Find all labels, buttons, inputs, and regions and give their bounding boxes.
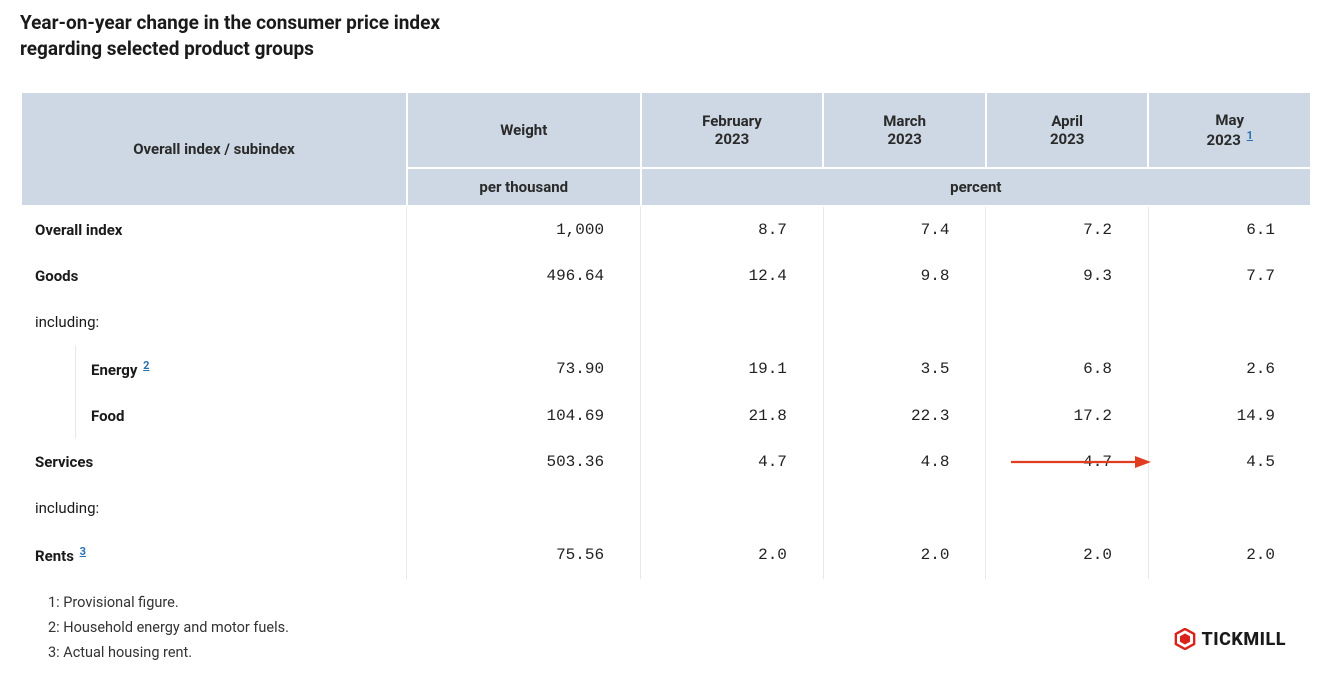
footnote-link-1[interactable]: 1 bbox=[1247, 129, 1253, 142]
cell: 17.2 bbox=[986, 393, 1149, 439]
cell: 3.5 bbox=[823, 345, 986, 393]
header-apr: April2023 bbox=[986, 92, 1149, 168]
arrow-icon bbox=[1011, 455, 1151, 469]
table-row: Rents 3 75.56 2.0 2.0 2.0 2.0 bbox=[21, 531, 1311, 579]
row-label-goods: Goods bbox=[21, 253, 407, 299]
brand-name: TICKMILL bbox=[1202, 629, 1287, 650]
footnote-2: 2: Household energy and motor fuels. bbox=[48, 616, 1312, 641]
cell: 9.8 bbox=[823, 253, 986, 299]
cell: 8.7 bbox=[641, 206, 824, 253]
cell: 7.7 bbox=[1148, 253, 1311, 299]
footnotes: 1: Provisional figure. 2: Household ener… bbox=[20, 591, 1312, 665]
cell: 2.0 bbox=[1148, 531, 1311, 579]
cell: 22.3 bbox=[823, 393, 986, 439]
cell: 496.64 bbox=[407, 253, 641, 299]
cell: 7.4 bbox=[823, 206, 986, 253]
title-line-1: Year-on-year change in the consumer pric… bbox=[20, 11, 440, 34]
cell: 73.90 bbox=[407, 345, 641, 393]
cell: 2.6 bbox=[1148, 345, 1311, 393]
header-index: Overall index / subindex bbox=[21, 92, 407, 206]
tickmill-icon bbox=[1174, 628, 1196, 650]
cell: 503.36 bbox=[407, 439, 641, 485]
cell: 104.69 bbox=[407, 393, 641, 439]
cell: 14.9 bbox=[1148, 393, 1311, 439]
table-row: Food 104.69 21.8 22.3 17.2 14.9 bbox=[21, 393, 1311, 439]
row-label-including: including: bbox=[21, 299, 407, 345]
cell: 1,000 bbox=[407, 206, 641, 253]
row-label-energy: Energy 2 bbox=[21, 345, 407, 393]
cell: 2.0 bbox=[986, 531, 1149, 579]
table-row: Goods 496.64 12.4 9.8 9.3 7.7 bbox=[21, 253, 1311, 299]
footnote-link-3[interactable]: 3 bbox=[80, 545, 86, 558]
table-row: Energy 2 73.90 19.1 3.5 6.8 2.6 bbox=[21, 345, 1311, 393]
row-label-food: Food bbox=[21, 393, 407, 439]
page-title: Year-on-year change in the consumer pric… bbox=[20, 10, 1312, 61]
table-row: including: bbox=[21, 485, 1311, 531]
cell: 75.56 bbox=[407, 531, 641, 579]
footnote-1: 1: Provisional figure. bbox=[48, 591, 1312, 616]
header-mar: March2023 bbox=[823, 92, 986, 168]
row-label-rents: Rents 3 bbox=[21, 531, 407, 579]
cell: 4.8 bbox=[823, 439, 986, 485]
header-per-thousand: per thousand bbox=[407, 168, 641, 206]
cell: 21.8 bbox=[641, 393, 824, 439]
cell: 2.0 bbox=[823, 531, 986, 579]
cell: 4.7 bbox=[641, 439, 824, 485]
cell: 19.1 bbox=[641, 345, 824, 393]
table-row: including: bbox=[21, 299, 1311, 345]
cell: 6.1 bbox=[1148, 206, 1311, 253]
footnote-link-2[interactable]: 2 bbox=[143, 359, 149, 372]
row-label-services: Services bbox=[21, 439, 407, 485]
header-may: May2023 1 bbox=[1148, 92, 1311, 168]
header-weight: Weight bbox=[407, 92, 641, 168]
cell-with-arrow: 4.7 bbox=[986, 439, 1149, 485]
table-row: Overall index 1,000 8.7 7.4 7.2 6.1 bbox=[21, 206, 1311, 253]
cell: 9.3 bbox=[986, 253, 1149, 299]
title-line-2: regarding selected product groups bbox=[20, 37, 314, 60]
cpi-table: Overall index / subindex Weight February… bbox=[20, 91, 1312, 579]
table-row: Services 503.36 4.7 4.8 4.7 4.5 bbox=[21, 439, 1311, 485]
cell: 12.4 bbox=[641, 253, 824, 299]
cell: 6.8 bbox=[986, 345, 1149, 393]
footnote-3: 3: Actual housing rent. bbox=[48, 641, 1312, 666]
brand-logo: TICKMILL bbox=[1174, 628, 1287, 650]
row-label-overall: Overall index bbox=[21, 206, 407, 253]
cell: 4.5 bbox=[1148, 439, 1311, 485]
header-percent: percent bbox=[641, 168, 1311, 206]
cell: 7.2 bbox=[986, 206, 1149, 253]
header-feb: February2023 bbox=[641, 92, 824, 168]
cell: 2.0 bbox=[641, 531, 824, 579]
row-label-including-2: including: bbox=[21, 485, 407, 531]
